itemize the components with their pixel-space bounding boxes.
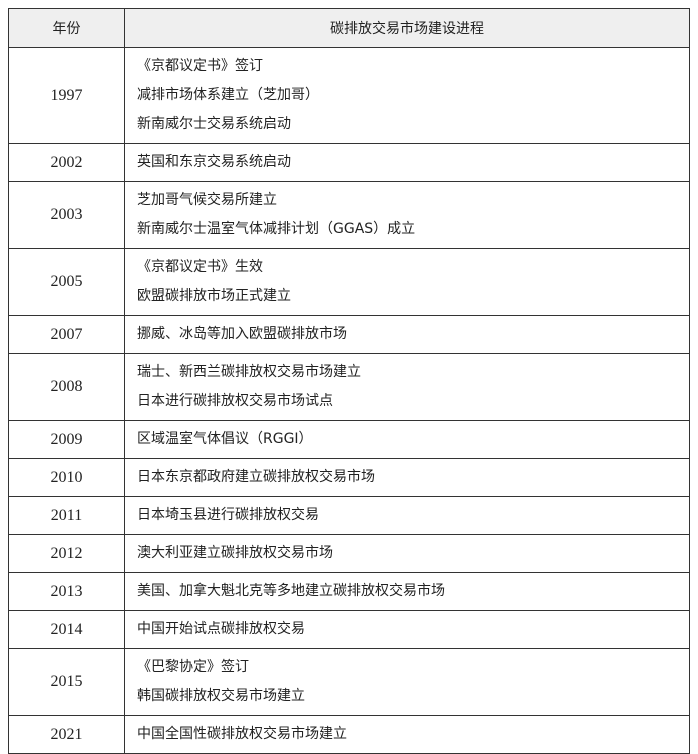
events-cell: 挪威、冰岛等加入欧盟碳排放市场 bbox=[124, 315, 690, 354]
events-cell: 英国和东京交易系统启动 bbox=[124, 143, 690, 182]
event-line: 英国和东京交易系统启动 bbox=[137, 154, 291, 170]
event-line: 《京都议定书》生效 bbox=[137, 259, 263, 275]
events-cell: 日本埼玉县进行碳排放权交易 bbox=[124, 496, 690, 535]
event-line: 日本东京都政府建立碳排放权交易市场 bbox=[137, 469, 375, 485]
year-cell: 2005 bbox=[8, 248, 125, 316]
header-row: 年份 碳排放交易市场建设进程 bbox=[8, 8, 690, 48]
table-row: 2015 《巴黎协定》签订 韩国碳排放权交易市场建立 bbox=[8, 648, 690, 716]
event-line: 挪威、冰岛等加入欧盟碳排放市场 bbox=[137, 326, 347, 342]
year-cell: 2009 bbox=[8, 420, 125, 459]
table-row: 2008 瑞士、新西兰碳排放权交易市场建立 日本进行碳排放权交易市场试点 bbox=[8, 353, 690, 421]
table-row: 2014 中国开始试点碳排放权交易 bbox=[8, 610, 690, 649]
table-row: 2012 澳大利亚建立碳排放权交易市场 bbox=[8, 534, 690, 573]
events-cell: 芝加哥气候交易所建立新南威尔士温室气体减排计划（GGAS）成立 bbox=[124, 181, 690, 249]
table-row: 1997 《京都议定书》签订减排市场体系建立（芝加哥） 新南威尔士交易系统启动 bbox=[8, 47, 690, 144]
year-cell: 2003 bbox=[8, 181, 125, 249]
events-cell: 美国、加拿大魁北克等多地建立碳排放权交易市场 bbox=[124, 572, 690, 611]
event-line: 芝加哥气候交易所建立 bbox=[137, 192, 277, 208]
table-row: 2002 英国和东京交易系统启动 bbox=[8, 143, 690, 182]
table-row: 2005 《京都议定书》生效 欧盟碳排放市场正式建立 bbox=[8, 248, 690, 316]
table-row: 2009 区域温室气体倡议（RGGI） bbox=[8, 420, 690, 459]
year-cell: 2013 bbox=[8, 572, 125, 611]
carbon-market-timeline-table: 年份 碳排放交易市场建设进程 1997 《京都议定书》签订 减排市场体系建立（芝加哥… bbox=[8, 8, 690, 754]
events-cell: 瑞士、新西兰碳排放权交易市场建立 日本进行碳排放权交易市场试点 bbox=[124, 353, 690, 421]
events-cell: 《京都议定书》签订减排市场体系建立（芝加哥） 新南威尔士交易系统启动 bbox=[124, 47, 690, 144]
event-line: 《巴黎协定》签订 bbox=[137, 659, 249, 675]
event-line: 新南威尔士交易系统启动 bbox=[137, 116, 291, 132]
table-row: 2003 芝加哥气候交易所建立 新南威尔士温室气体减排计划（GGAS）成立 bbox=[8, 181, 690, 249]
event-line: 韩国碳排放权交易市场建立 bbox=[137, 688, 305, 704]
event-line: 中国开始试点碳排放权交易 bbox=[137, 621, 305, 637]
event-line: 美国、加拿大魁北克等多地建立碳排放权交易市场 bbox=[137, 583, 445, 599]
event-line: 区域温室气体倡议（RGGI） bbox=[137, 431, 313, 447]
events-cell: 《巴黎协定》签订韩国碳排放权交易市场建立 bbox=[124, 648, 690, 716]
events-cell: 《京都议定书》生效欧盟碳排放市场正式建立 bbox=[124, 248, 690, 316]
event-line: 澳大利亚建立碳排放权交易市场 bbox=[137, 545, 333, 561]
event-line: 日本埼玉县进行碳排放权交易 bbox=[137, 507, 319, 523]
header-year: 年份 bbox=[8, 8, 125, 48]
year-cell: 2012 bbox=[8, 534, 125, 573]
event-line: 日本进行碳排放权交易市场试点 bbox=[137, 393, 333, 409]
event-line: 《京都议定书》签订 bbox=[137, 58, 263, 74]
year-cell: 2010 bbox=[8, 458, 125, 497]
event-line: 新南威尔士温室气体减排计划（GGAS）成立 bbox=[137, 221, 416, 237]
events-cell: 日本东京都政府建立碳排放权交易市场 bbox=[124, 458, 690, 497]
events-cell: 区域温室气体倡议（RGGI） bbox=[124, 420, 690, 459]
event-line: 欧盟碳排放市场正式建立 bbox=[137, 288, 291, 304]
event-line: 瑞士、新西兰碳排放权交易市场建立 bbox=[137, 364, 361, 380]
event-line: 中国全国性碳排放权交易市场建立 bbox=[137, 726, 347, 742]
table-row: 2010 日本东京都政府建立碳排放权交易市场 bbox=[8, 458, 690, 497]
events-cell: 澳大利亚建立碳排放权交易市场 bbox=[124, 534, 690, 573]
year-cell: 2015 bbox=[8, 648, 125, 716]
year-cell: 2011 bbox=[8, 496, 125, 535]
table-row: 2011 日本埼玉县进行碳排放权交易 bbox=[8, 496, 690, 535]
year-cell: 2002 bbox=[8, 143, 125, 182]
table-row: 2007 挪威、冰岛等加入欧盟碳排放市场 bbox=[8, 315, 690, 354]
year-cell: 2008 bbox=[8, 353, 125, 421]
event-line: 减排市场体系建立（芝加哥） bbox=[137, 87, 319, 103]
table-row: 2013 美国、加拿大魁北克等多地建立碳排放权交易市场 bbox=[8, 572, 690, 611]
year-cell: 2007 bbox=[8, 315, 125, 354]
events-cell: 中国开始试点碳排放权交易 bbox=[124, 610, 690, 649]
table-body: 1997 《京都议定书》签订减排市场体系建立（芝加哥） 新南威尔士交易系统启动 200… bbox=[8, 47, 690, 754]
year-cell: 2014 bbox=[8, 610, 125, 649]
header-progress: 碳排放交易市场建设进程 bbox=[124, 8, 690, 48]
year-cell: 1997 bbox=[8, 47, 125, 144]
